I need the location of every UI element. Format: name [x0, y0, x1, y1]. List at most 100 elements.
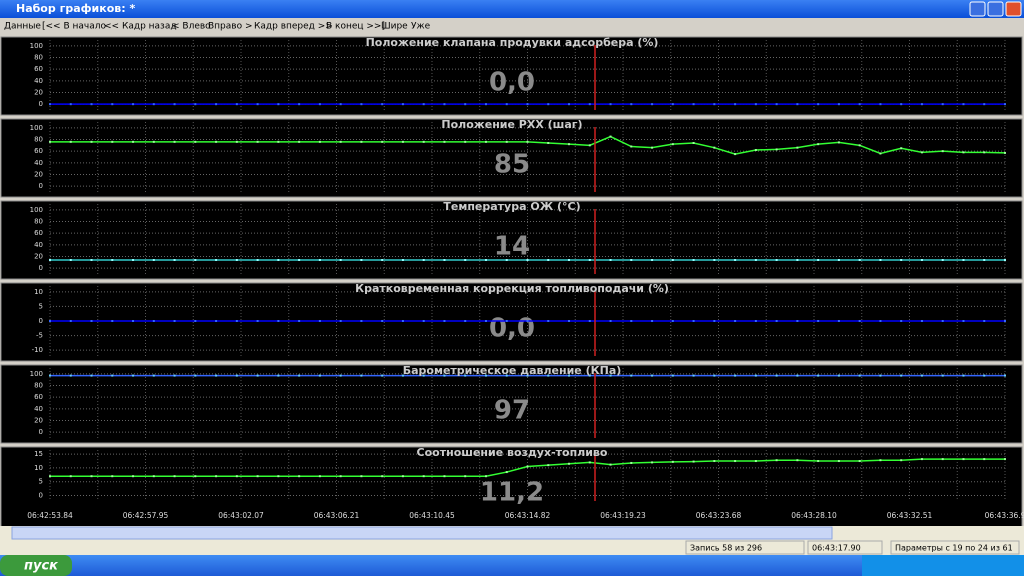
data-point — [713, 259, 716, 261]
data-point — [235, 374, 238, 377]
data-point — [401, 259, 404, 261]
data-point — [651, 146, 654, 149]
scroll-thumb[interactable] — [11, 526, 833, 540]
y-tick-label: 40 — [34, 159, 43, 167]
data-point — [837, 374, 840, 377]
data-point — [547, 103, 550, 106]
status-text: Запись 58 из 296 — [690, 544, 762, 553]
data-point — [1004, 151, 1006, 154]
data-point — [132, 374, 135, 377]
data-point — [401, 140, 404, 143]
data-point — [817, 460, 820, 463]
data-point — [568, 374, 571, 377]
status-text: Параметры с 19 по 24 из 61 — [895, 544, 1013, 553]
data-point — [235, 320, 238, 322]
data-point — [962, 103, 965, 106]
data-point — [568, 103, 571, 106]
data-point — [796, 146, 799, 149]
data-point — [858, 144, 861, 147]
data-point — [401, 475, 404, 478]
data-point — [588, 320, 591, 322]
data-point — [630, 374, 633, 377]
data-point — [526, 259, 529, 261]
data-point — [277, 140, 280, 143]
data-point — [588, 259, 591, 261]
data-point — [526, 374, 529, 377]
menu-item[interactable]: [<< В начало — [42, 22, 106, 32]
data-point — [318, 140, 321, 143]
data-point — [941, 150, 944, 153]
menu-item[interactable]: Уже — [411, 22, 431, 32]
menu-item[interactable]: Шире — [381, 22, 408, 32]
data-point — [443, 103, 446, 106]
x-tick-label: 06:43:14.82 — [505, 511, 551, 520]
data-point — [837, 141, 840, 144]
data-point — [339, 259, 342, 261]
data-point — [215, 320, 218, 322]
y-tick-label: 60 — [34, 147, 43, 155]
data-point — [422, 103, 425, 106]
data-point — [858, 460, 861, 463]
y-tick-label: 100 — [30, 206, 43, 214]
data-point — [837, 103, 840, 106]
data-point — [775, 320, 778, 322]
data-point — [547, 142, 550, 144]
data-point — [464, 475, 467, 478]
data-point — [775, 374, 778, 377]
data-point — [734, 460, 737, 463]
data-point — [49, 259, 51, 261]
data-point — [256, 103, 259, 106]
menu-item[interactable]: Данные — [4, 22, 41, 32]
data-point — [484, 475, 487, 478]
menu-item[interactable]: < Влево — [172, 22, 211, 32]
data-point — [173, 259, 176, 261]
data-point — [132, 140, 135, 143]
data-point — [609, 374, 612, 377]
data-point — [422, 475, 425, 478]
data-point — [152, 475, 155, 478]
data-point — [588, 144, 591, 147]
close-button[interactable] — [1005, 1, 1022, 17]
data-point — [775, 259, 778, 261]
data-point — [879, 374, 882, 377]
menu-item[interactable]: << Кадр назад — [104, 22, 177, 32]
y-tick-label: 5 — [39, 478, 43, 486]
data-point — [713, 460, 716, 463]
data-point — [318, 475, 321, 478]
data-point — [941, 259, 944, 261]
data-point — [817, 259, 820, 261]
data-point — [651, 103, 654, 106]
maximize-button[interactable] — [987, 1, 1004, 17]
start-button[interactable] — [0, 555, 72, 576]
data-point — [609, 320, 612, 322]
menu-item[interactable]: Вправо > — [208, 22, 253, 32]
menu-item[interactable]: В конец >>] — [326, 22, 385, 32]
data-point — [1004, 458, 1006, 461]
data-point — [505, 471, 508, 474]
menu-item[interactable]: Кадр вперед >> — [254, 22, 333, 32]
data-point — [49, 103, 51, 106]
panel-title: Положение РХХ (шаг) — [441, 118, 582, 131]
data-point — [962, 259, 965, 261]
panel — [0, 36, 1023, 116]
minimize-button[interactable] — [969, 1, 986, 17]
data-point — [90, 140, 93, 143]
data-point — [381, 103, 384, 106]
data-point — [692, 259, 695, 261]
data-point — [630, 145, 633, 148]
data-point — [152, 320, 155, 322]
data-point — [983, 259, 986, 261]
data-point — [152, 103, 155, 106]
data-point — [858, 374, 861, 377]
y-tick-label: 10 — [34, 464, 43, 472]
data-point — [318, 103, 321, 106]
data-point — [920, 259, 923, 261]
data-point — [1004, 103, 1006, 106]
panel — [0, 118, 1023, 198]
panel-title: Температура ОЖ (°С) — [443, 200, 580, 213]
data-point — [962, 151, 965, 154]
data-point — [609, 103, 612, 106]
readout: 14 — [494, 232, 530, 262]
